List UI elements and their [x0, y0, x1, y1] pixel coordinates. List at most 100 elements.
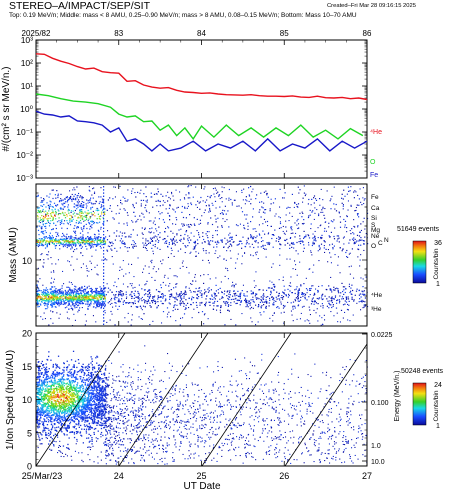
mass-count-cell: [233, 241, 235, 243]
mass-count-cell: [89, 237, 92, 239]
mass-count-cell: [94, 297, 96, 299]
mass-count-cell: [286, 238, 288, 240]
mass-count-cell: [76, 301, 78, 304]
mass-count-cell: [126, 200, 128, 202]
mass-count-cell: [148, 212, 150, 214]
mass-count-cell: [137, 306, 139, 308]
mass-count-cell: [49, 295, 51, 297]
mass-count-cell: [50, 289, 52, 291]
mass-count-cell: [65, 196, 67, 198]
mass-count-cell: [148, 290, 150, 292]
mass-count-cell: [67, 294, 69, 296]
speed-count-cell: [56, 381, 58, 383]
mass-count-cell: [242, 236, 244, 238]
mass-count-cell: [104, 287, 106, 289]
mass-count-cell: [356, 213, 358, 215]
mass-count-cell: [108, 235, 111, 237]
mass-count-cell: [300, 284, 302, 286]
speed-count-cell: [103, 381, 105, 383]
mass-count-cell: [87, 232, 89, 234]
mass-count-cell: [318, 246, 320, 248]
mass-count-cell: [319, 247, 321, 249]
mass-count-cell: [67, 286, 69, 288]
mass-count-cell: [83, 243, 85, 245]
mass-count-cell: [345, 301, 348, 303]
mass-count-cell: [85, 239, 87, 241]
mass-count-cell: [84, 296, 86, 298]
mass-count-cell: [151, 259, 153, 261]
mass-count-cell: [137, 292, 139, 294]
mass-count-cell: [257, 258, 259, 260]
mass-count-cell: [342, 286, 344, 288]
mass-count-cell: [101, 295, 103, 297]
mass-count-cell: [97, 243, 99, 245]
mass-count-cell: [72, 301, 74, 303]
mass-count-cell: [93, 187, 95, 189]
mass-count-cell: [68, 212, 70, 214]
mass-count-cell: [250, 198, 252, 200]
mass-count-cell: [77, 290, 79, 293]
mass-count-cell: [78, 238, 80, 240]
mass-count-cell: [69, 244, 71, 246]
speed-count-cell: [77, 382, 79, 384]
mass-count-cell: [166, 240, 168, 242]
mass-count-cell: [64, 293, 67, 295]
mass-count-cell: [237, 295, 239, 297]
mass-count-cell: [85, 240, 87, 242]
mass-count-cell: [314, 301, 316, 303]
species-label: O: [371, 243, 376, 250]
mass-count-cell: [312, 297, 314, 299]
mass-count-cell: [126, 224, 128, 226]
mass-count-cell: [111, 241, 113, 243]
mass-count-cell: [171, 295, 173, 297]
speed-count-cell: [38, 367, 40, 369]
mass-count-cell: [67, 244, 69, 246]
mass-count-cell: [344, 195, 346, 197]
speed-count-cell: [45, 366, 48, 368]
mass-count-cell: [83, 289, 85, 291]
speed-count-cell: [73, 420, 76, 422]
mass-count-cell: [103, 323, 105, 325]
mass-count-cell: [101, 290, 103, 292]
mass-count-cell: [137, 257, 139, 259]
mass-count-cell: [46, 212, 48, 214]
mass-count-cell: [79, 301, 81, 303]
mass-count-cell: [83, 299, 85, 301]
mass-count-cell: [101, 213, 103, 215]
mass-count-cell: [320, 297, 322, 299]
mass-count-cell: [157, 298, 159, 300]
mass-count-cell: [76, 300, 78, 302]
mass-count-cell: [109, 289, 111, 291]
speed-count-cell: [64, 399, 67, 402]
mass-count-cell: [263, 191, 265, 193]
mass-count-cell: [323, 245, 325, 247]
mass-count-cell: [78, 309, 80, 311]
mass-count-cell: [362, 187, 364, 189]
speed-count-cell: [95, 427, 97, 430]
mass-count-cell: [38, 303, 40, 305]
mass-count-cell: [66, 233, 68, 235]
mass-count-cell: [168, 196, 170, 199]
mass-count-cell: [86, 248, 88, 250]
mass-count-cell: [119, 240, 121, 242]
speed-count-cell: [98, 421, 100, 423]
mass-count-cell: [71, 298, 73, 300]
mass-count-cell: [103, 186, 105, 188]
mass-count-cell: [251, 243, 253, 245]
mass-count-cell: [357, 194, 359, 196]
mass-count-cell: [282, 298, 284, 300]
speed-count-cell: [95, 374, 97, 376]
speed-count-cell: [40, 412, 43, 414]
mass-count-cell: [224, 210, 226, 212]
mass-count-cell: [95, 209, 97, 211]
mass-count-cell: [198, 290, 200, 292]
mass-count-cell: [302, 250, 304, 252]
mass-count-cell: [148, 266, 150, 268]
mass-count-cell: [284, 239, 286, 241]
mass-count-cell: [183, 313, 186, 315]
mass-count-cell: [250, 235, 252, 237]
mass-count-cell: [113, 232, 115, 234]
mass-count-cell: [99, 299, 101, 301]
mass-count-cell: [311, 254, 313, 256]
mass-count-cell: [343, 243, 345, 245]
